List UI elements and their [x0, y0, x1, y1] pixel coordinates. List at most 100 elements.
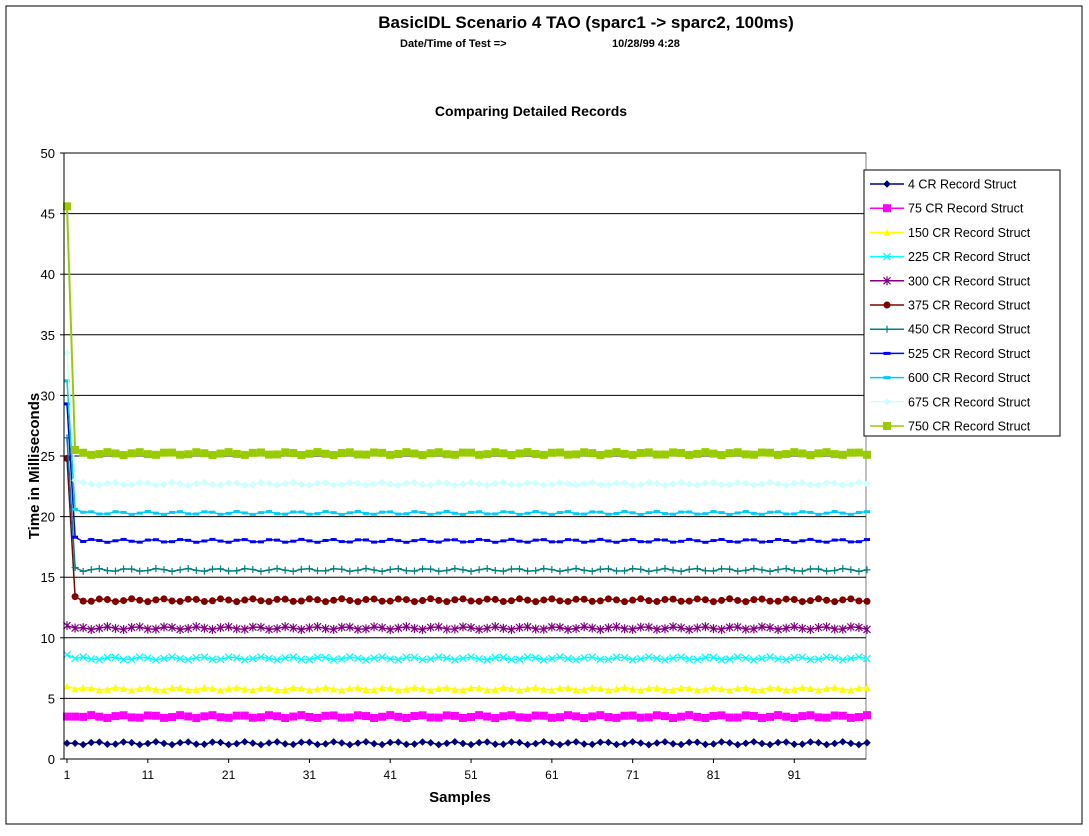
data-point — [677, 623, 686, 633]
data-point — [815, 539, 822, 543]
data-point — [337, 449, 346, 458]
data-point — [273, 686, 281, 694]
data-point — [87, 711, 96, 720]
data-point — [208, 655, 217, 664]
data-point — [378, 567, 386, 575]
legend-item: 600 CR Record Struct — [870, 371, 1031, 385]
data-point — [774, 711, 783, 720]
data-point — [677, 478, 685, 487]
data-point — [717, 711, 726, 720]
data-point — [531, 711, 540, 720]
data-point — [273, 655, 282, 664]
data-point — [717, 738, 726, 746]
data-point — [314, 567, 322, 575]
data-point — [883, 228, 891, 236]
data-point — [216, 449, 225, 458]
data-point — [443, 538, 450, 542]
data-point — [524, 540, 531, 544]
data-point — [652, 711, 661, 720]
data-point — [516, 565, 524, 573]
data-point — [491, 653, 500, 662]
data-point — [321, 478, 330, 487]
data-point — [839, 685, 847, 693]
data-point — [701, 713, 710, 722]
data-point — [232, 739, 241, 748]
data-point — [402, 596, 410, 604]
data-point — [200, 653, 209, 662]
data-point — [345, 478, 354, 487]
y-tick-label: 45 — [41, 207, 55, 222]
data-point — [645, 684, 653, 692]
data-point — [588, 740, 597, 749]
data-point — [402, 653, 411, 662]
legend-label: 75 CR Record Struct — [908, 202, 1024, 216]
data-point — [378, 448, 387, 457]
data-point — [120, 597, 128, 605]
data-point — [483, 565, 491, 573]
data-point — [289, 683, 297, 691]
data-point — [628, 481, 637, 489]
data-point — [185, 512, 192, 516]
data-point — [241, 565, 249, 573]
data-point — [644, 448, 653, 457]
data-point — [451, 511, 458, 515]
data-point — [459, 739, 467, 748]
data-point — [621, 510, 628, 514]
data-point — [499, 683, 507, 691]
data-point — [539, 737, 548, 746]
data-point — [799, 539, 806, 543]
data-point — [71, 564, 79, 572]
data-point — [572, 450, 581, 459]
series-line — [66, 352, 868, 487]
data-point — [572, 738, 580, 746]
data-point — [468, 540, 475, 544]
y-tick-label: 0 — [48, 752, 55, 767]
data-point — [588, 683, 596, 691]
data-point — [782, 655, 791, 664]
data-point — [475, 711, 484, 720]
data-point — [516, 539, 523, 543]
data-point — [135, 713, 144, 722]
data-point — [419, 511, 426, 515]
data-point — [338, 686, 346, 694]
data-point — [265, 739, 273, 747]
data-point — [807, 537, 814, 541]
y-tick-label: 5 — [48, 691, 55, 706]
data-point — [394, 738, 403, 746]
data-point — [386, 597, 394, 605]
data-point — [726, 565, 734, 573]
data-point — [726, 686, 734, 694]
data-point — [322, 598, 330, 606]
data-point — [200, 597, 208, 605]
data-point — [435, 511, 442, 515]
data-point — [758, 566, 766, 574]
data-point — [572, 595, 580, 603]
data-point — [669, 480, 677, 488]
data-point — [386, 738, 395, 747]
data-point — [669, 448, 678, 457]
data-point — [484, 538, 491, 542]
data-point — [831, 683, 839, 691]
data-point — [281, 566, 289, 574]
data-point — [168, 652, 177, 661]
data-point — [500, 510, 507, 514]
data-point — [135, 478, 144, 487]
data-point — [523, 713, 532, 722]
data-point — [305, 655, 314, 664]
data-point — [589, 539, 596, 543]
data-point — [79, 623, 88, 633]
data-point — [305, 565, 313, 573]
data-point — [883, 397, 891, 406]
data-point — [605, 512, 612, 516]
data-point — [72, 507, 79, 511]
data-point — [750, 564, 758, 572]
data-point — [151, 655, 160, 664]
y-tick-label: 20 — [41, 510, 55, 525]
data-point — [119, 655, 128, 664]
data-point — [580, 622, 589, 632]
data-point — [701, 479, 710, 488]
data-point — [523, 740, 532, 749]
data-point — [685, 655, 694, 664]
data-point — [362, 686, 370, 694]
data-point — [839, 538, 846, 542]
